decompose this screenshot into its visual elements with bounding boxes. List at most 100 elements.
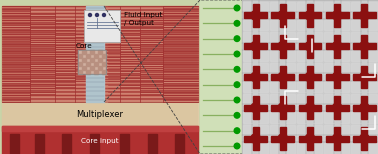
Bar (297, 2, 307, 12)
Bar (94, 70, 98, 74)
Circle shape (332, 41, 342, 51)
Bar (340, 125, 349, 136)
Circle shape (234, 143, 240, 149)
Circle shape (234, 128, 240, 134)
Bar (351, 62, 378, 92)
Bar (351, 0, 378, 30)
Bar (82, 66, 86, 70)
Bar (270, 125, 279, 136)
Bar (258, 2, 268, 12)
Bar (351, 124, 378, 154)
Circle shape (278, 103, 288, 113)
Bar (285, 50, 295, 61)
Bar (258, 112, 268, 123)
Bar (351, 94, 361, 105)
Bar (270, 94, 279, 105)
Bar (244, 136, 267, 142)
Bar (271, 74, 294, 80)
Bar (361, 4, 367, 27)
Bar (35, 134, 44, 154)
Bar (102, 54, 106, 58)
Bar (258, 20, 268, 30)
Bar (102, 70, 106, 74)
Bar (200, 0, 242, 154)
Bar (334, 96, 340, 119)
Bar (367, 50, 376, 61)
Bar (243, 81, 252, 92)
Bar (334, 35, 340, 58)
Bar (285, 112, 295, 123)
Circle shape (88, 14, 91, 16)
Circle shape (305, 41, 315, 51)
Circle shape (234, 67, 240, 72)
Bar (243, 2, 252, 12)
Bar (243, 112, 252, 123)
Bar (313, 94, 322, 105)
Circle shape (251, 134, 260, 143)
Bar (334, 66, 340, 88)
Bar (324, 125, 334, 136)
Bar (258, 143, 268, 154)
Bar (326, 105, 349, 111)
Bar (253, 66, 259, 88)
Bar (285, 143, 295, 154)
Bar (78, 50, 106, 74)
Bar (244, 43, 267, 49)
Bar (270, 62, 296, 92)
Bar (324, 93, 350, 123)
Bar (253, 127, 259, 150)
Bar (367, 143, 376, 154)
Bar (86, 6, 104, 102)
Bar (353, 105, 376, 111)
Bar (297, 63, 307, 74)
Bar (243, 62, 269, 92)
Circle shape (332, 11, 342, 20)
Bar (313, 125, 322, 136)
Circle shape (359, 41, 369, 51)
Text: Core input: Core input (81, 138, 119, 144)
Bar (297, 62, 323, 92)
Bar (299, 43, 321, 49)
Bar (313, 143, 322, 154)
Bar (285, 2, 295, 12)
Bar (244, 105, 267, 111)
Circle shape (234, 20, 240, 26)
Bar (270, 93, 296, 123)
Bar (324, 112, 334, 123)
Bar (334, 127, 340, 150)
Bar (82, 58, 86, 62)
Bar (351, 112, 361, 123)
Bar (313, 50, 322, 61)
Circle shape (359, 11, 369, 20)
Bar (86, 70, 90, 74)
Bar (285, 20, 295, 30)
Bar (244, 12, 267, 18)
Circle shape (251, 103, 260, 113)
Bar (340, 20, 349, 30)
Bar (270, 143, 279, 154)
Bar (324, 20, 334, 30)
Bar (280, 96, 286, 119)
Bar (271, 12, 294, 18)
Bar (351, 31, 378, 61)
Bar (280, 66, 286, 88)
Bar (351, 20, 361, 30)
Bar (270, 2, 279, 12)
Bar (285, 94, 295, 105)
Bar (270, 32, 279, 43)
Text: Multiplexer: Multiplexer (76, 110, 124, 119)
Bar (270, 20, 279, 30)
Bar (242, 0, 378, 154)
Bar (340, 94, 349, 105)
Circle shape (234, 82, 240, 87)
Bar (243, 124, 269, 154)
Bar (340, 50, 349, 61)
Bar (270, 124, 296, 154)
Circle shape (234, 51, 240, 57)
Bar (62, 134, 71, 154)
Bar (324, 2, 334, 12)
Bar (78, 54, 82, 58)
Bar (353, 43, 376, 49)
Circle shape (359, 72, 369, 82)
Bar (86, 62, 90, 66)
